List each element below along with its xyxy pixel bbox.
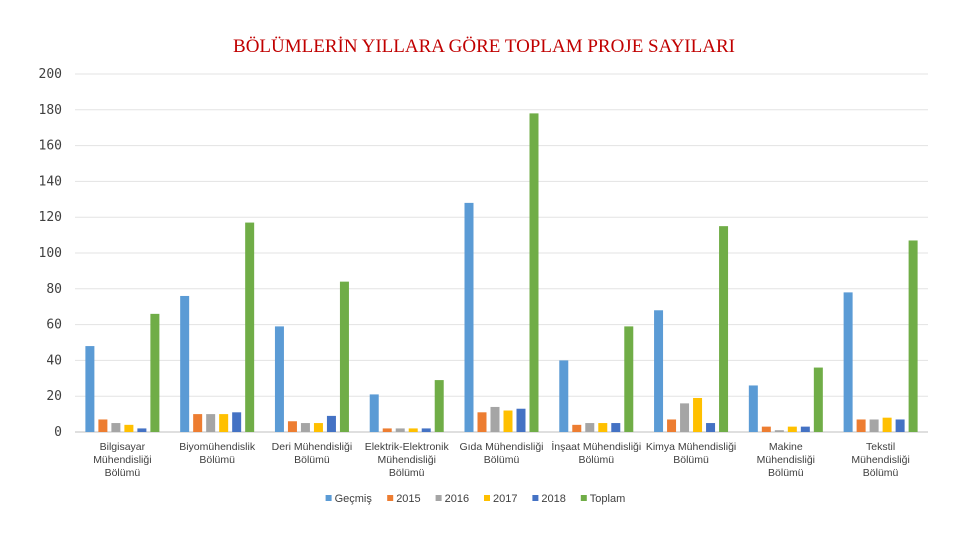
bars <box>85 113 918 432</box>
legend-swatch <box>325 495 332 501</box>
x-axis-ticks: Bilgisayar Mühendisliği Bölümü Biyomühendis… <box>93 440 910 479</box>
y-axis-ticks: 0 20 40 60 80 100 120 140 160 180 200 <box>39 67 62 440</box>
bar <box>503 410 513 432</box>
bar <box>219 414 229 432</box>
x-tick-label: Tekstil Mühendisliği Bölümü <box>851 441 909 479</box>
bar <box>245 222 255 432</box>
bar <box>85 346 95 432</box>
y-tick-label: 0 <box>54 425 62 440</box>
legend-label: 2016 <box>445 493 469 505</box>
bar <box>98 419 108 432</box>
bar <box>180 295 190 432</box>
bar <box>516 408 526 432</box>
legend-swatch <box>484 495 490 501</box>
y-tick-label: 200 <box>39 67 62 82</box>
legend-item: Toplam <box>580 493 625 505</box>
y-tick-label: 20 <box>46 389 62 404</box>
y-tick-label: 40 <box>46 353 62 368</box>
bar <box>529 113 539 432</box>
bar <box>572 424 582 432</box>
bar <box>624 326 634 432</box>
bar <box>856 419 866 432</box>
legend-swatch <box>387 495 394 501</box>
legend-label: Toplam <box>590 493 625 505</box>
y-tick-label: 120 <box>39 210 62 225</box>
bar <box>300 423 310 432</box>
bar <box>193 414 203 432</box>
bar <box>477 412 487 432</box>
bar <box>611 423 621 432</box>
bar <box>287 421 297 432</box>
bar <box>800 426 810 432</box>
y-tick-label: 160 <box>39 139 62 154</box>
x-tick-label: Deri Mühendisliği Bölümü <box>272 441 353 466</box>
x-tick-label: Makine Mühendisliği Bölümü <box>757 441 815 479</box>
bar <box>706 423 716 432</box>
bar <box>667 419 677 432</box>
x-tick-label: Kimya Mühendisliği Bölümü <box>646 441 736 466</box>
legend-item: Geçmiş <box>325 493 373 505</box>
bar <box>464 202 474 432</box>
legend-item: 2016 <box>435 493 469 505</box>
bar <box>719 226 729 432</box>
bar <box>137 428 147 432</box>
bar <box>232 412 242 432</box>
legend-swatch <box>532 495 539 501</box>
bar <box>693 397 703 432</box>
legend-item: 2015 <box>387 493 421 505</box>
bar <box>787 426 797 432</box>
bar <box>339 281 349 432</box>
legend-label: Geçmiş <box>335 493 373 505</box>
bar <box>813 367 823 432</box>
bar <box>150 313 160 432</box>
bar <box>434 380 444 432</box>
legend-item: 2017 <box>484 493 517 505</box>
bar <box>869 419 879 432</box>
bar <box>559 360 569 432</box>
bar <box>408 428 418 432</box>
x-tick-label: Bilgisayar Mühendisliği Bölümü <box>93 441 151 479</box>
bar <box>124 424 134 432</box>
bar <box>369 394 379 432</box>
bar <box>761 426 771 432</box>
bar <box>382 428 392 432</box>
y-tick-label: 140 <box>39 174 62 189</box>
legend-label: 2018 <box>541 493 565 505</box>
bar <box>313 423 323 432</box>
bar <box>585 423 595 432</box>
bar <box>111 423 121 432</box>
legend-label: 2015 <box>396 493 420 505</box>
x-tick-label: Elektrik-Elektronik Mühendisliği Bölümü <box>365 441 450 479</box>
y-tick-label: 60 <box>46 318 62 333</box>
bar <box>326 415 336 432</box>
gridlines <box>75 73 928 433</box>
bar <box>206 414 216 432</box>
y-tick-label: 100 <box>39 246 62 261</box>
bar <box>598 423 608 432</box>
legend-swatch <box>435 495 442 501</box>
bar <box>654 310 664 432</box>
bar <box>908 240 918 432</box>
x-tick-label: Biyomühendislik Bölümü <box>179 441 256 466</box>
bar <box>748 385 758 432</box>
bar <box>774 430 784 432</box>
legend-label: 2017 <box>493 493 517 505</box>
y-tick-label: 80 <box>46 282 62 297</box>
y-tick-label: 180 <box>39 103 62 118</box>
bar <box>274 326 284 432</box>
bar <box>680 403 690 432</box>
bar <box>395 428 405 432</box>
chart-title: BÖLÜMLERİN YILLARA GÖRE TOPLAM PROJE SAY… <box>233 36 735 57</box>
bar <box>843 292 853 432</box>
bar <box>882 417 892 432</box>
x-tick-label: İnşaat Mühendisliği Bölümü <box>551 440 641 466</box>
legend-item: 2018 <box>532 493 566 505</box>
bar <box>421 428 431 432</box>
legend-swatch <box>580 495 587 501</box>
bar <box>490 406 500 432</box>
legend: Geçmiş 2015 2016 2017 2018 Toplam <box>325 493 625 505</box>
x-tick-label: Gıda Mühendisliği Bölümü <box>459 441 543 466</box>
bar <box>895 419 905 432</box>
